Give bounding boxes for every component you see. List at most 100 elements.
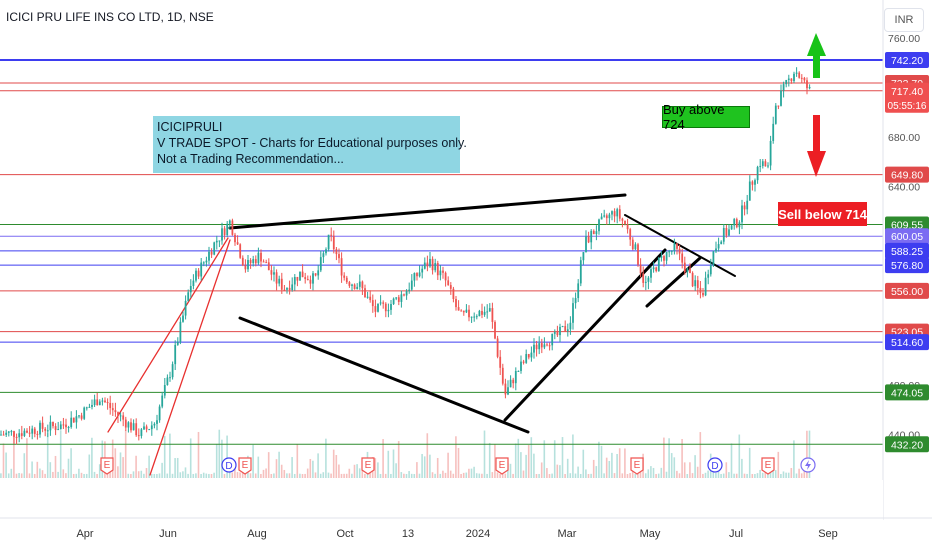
- candle-body: [634, 244, 637, 250]
- candle-body: [345, 277, 348, 283]
- symbol-title: ICICI PRU LIFE INS CO LTD, 1D, NSE: [6, 10, 214, 24]
- candle-body: [559, 326, 561, 336]
- candle-body: [387, 309, 390, 312]
- candle-body: [249, 259, 252, 264]
- volume-bar: [410, 473, 413, 478]
- candle-body: [80, 415, 83, 419]
- candle-body: [722, 227, 725, 242]
- candle-body: [720, 241, 723, 245]
- volume-bar: [429, 454, 431, 478]
- volume-bar: [720, 473, 722, 478]
- level-tag-bg: [885, 384, 929, 401]
- x-tick-label: 2024: [466, 528, 490, 540]
- volume-bar: [384, 473, 387, 478]
- candle-body: [754, 180, 756, 185]
- candle-body: [455, 298, 457, 308]
- candle-body: [585, 236, 587, 253]
- volume-bar: [501, 473, 504, 478]
- candle-body: [764, 161, 767, 167]
- candle-body: [317, 270, 320, 276]
- currency-button[interactable]: INR: [884, 8, 924, 32]
- candle-body: [564, 326, 567, 331]
- candle-body: [366, 296, 369, 298]
- volume-bar: [735, 473, 738, 478]
- candle-body: [735, 219, 738, 228]
- volume-bar: [777, 451, 780, 478]
- volume-bar: [725, 462, 728, 478]
- candle-body: [54, 426, 57, 431]
- volume-bar: [743, 473, 746, 478]
- candle-body: [127, 422, 130, 428]
- y-tick-label: 680.00: [888, 132, 920, 144]
- candle-body: [631, 239, 634, 250]
- volume-bar: [156, 473, 158, 478]
- candle-body: [192, 280, 195, 287]
- volume-bar: [312, 460, 314, 478]
- time-axis-bg: [0, 480, 883, 550]
- volume-bar: [130, 473, 132, 478]
- volume-bar: [579, 473, 582, 478]
- candle-body: [132, 423, 135, 431]
- candle-body: [247, 259, 249, 270]
- candle-body: [200, 262, 203, 277]
- volume-bar: [452, 473, 455, 478]
- candle-body: [509, 379, 512, 388]
- volume-bar: [577, 466, 579, 478]
- volume-bar: [728, 472, 730, 478]
- candle-body: [644, 281, 647, 283]
- event-marker[interactable]: D: [707, 457, 723, 473]
- volume-bar: [10, 468, 13, 478]
- candle-body: [725, 227, 728, 236]
- volume-bar: [603, 473, 605, 478]
- volume-bar: [70, 448, 72, 478]
- volume-bar: [280, 464, 283, 478]
- earnings-glyph: E: [104, 460, 111, 471]
- candle-body: [800, 77, 803, 79]
- candle-body: [465, 309, 468, 313]
- level-tag: 432.20: [885, 436, 929, 453]
- candle-body: [343, 275, 346, 278]
- volume-bar: [605, 457, 608, 478]
- volume-bar: [761, 472, 764, 478]
- event-marker[interactable]: [800, 457, 816, 473]
- event-marker[interactable]: D: [221, 457, 237, 473]
- candle-body: [520, 361, 522, 371]
- volume-bar: [200, 473, 202, 478]
- candle-body: [481, 310, 483, 315]
- candle-body: [496, 338, 499, 357]
- candle-body: [462, 310, 465, 313]
- volume-bar: [748, 447, 751, 478]
- x-tick-label: Apr: [76, 528, 93, 540]
- candle-body: [65, 424, 67, 428]
- event-marker[interactable]: E: [630, 457, 644, 475]
- volume-bar: [265, 468, 267, 478]
- candle-body: [413, 273, 416, 281]
- candle-body: [49, 421, 52, 431]
- candle-body: [449, 285, 452, 289]
- volume-bar: [522, 470, 525, 478]
- volume-bar: [730, 443, 733, 478]
- candle-body: [686, 268, 689, 273]
- candle-body: [478, 310, 481, 317]
- candle-body: [709, 265, 712, 275]
- candle-body: [239, 244, 242, 258]
- volume-bar: [426, 433, 429, 478]
- candle-body: [322, 253, 325, 258]
- volume-bar: [499, 473, 501, 478]
- candle-body: [156, 420, 158, 424]
- volume-bar: [767, 473, 769, 478]
- candle-body: [702, 292, 704, 296]
- volume-bar: [525, 454, 527, 478]
- candle-body: [535, 344, 538, 350]
- volume-bar: [23, 453, 26, 478]
- candle-body: [587, 236, 590, 243]
- event-marker[interactable]: E: [495, 457, 509, 475]
- event-marker[interactable]: E: [238, 457, 252, 475]
- event-marker[interactable]: E: [761, 457, 775, 475]
- candle-body: [377, 303, 379, 312]
- event-marker[interactable]: E: [361, 457, 375, 475]
- event-marker[interactable]: E: [100, 457, 114, 475]
- volume-bar: [598, 441, 600, 478]
